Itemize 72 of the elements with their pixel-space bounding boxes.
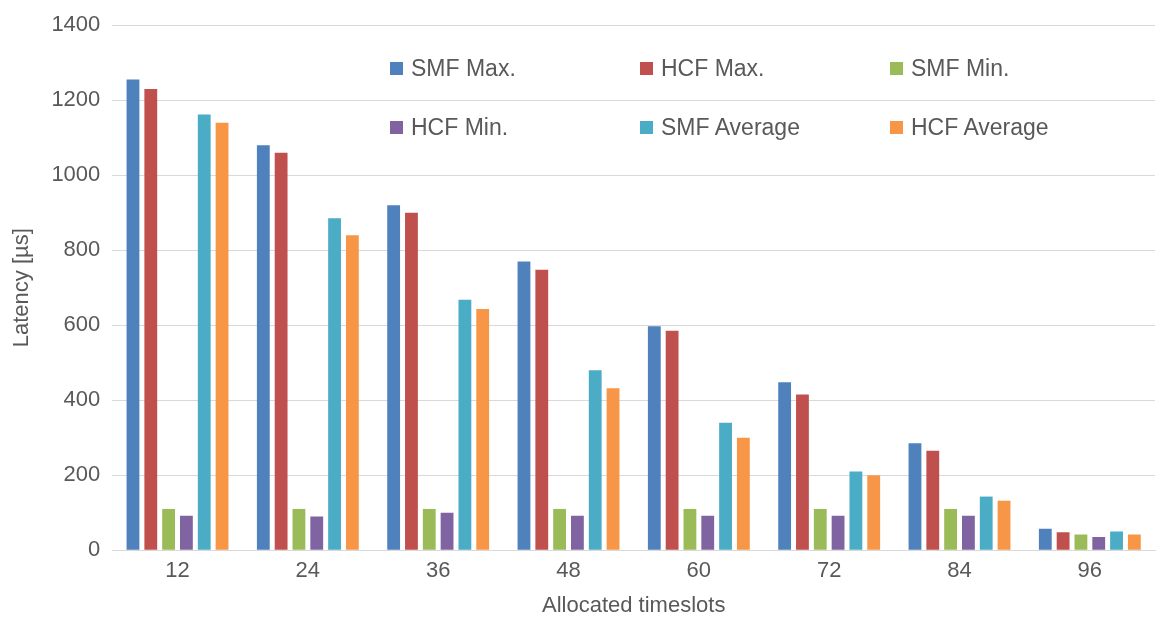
legend-label: SMF Min.	[910, 55, 1011, 82]
bar	[458, 299, 472, 550]
bar	[701, 515, 715, 550]
bar	[683, 508, 697, 550]
x-tick-label: 36	[425, 557, 451, 583]
bar	[292, 508, 306, 550]
bar	[328, 218, 341, 550]
bar	[867, 475, 881, 550]
bar	[274, 152, 288, 550]
y-tick-label: 0	[88, 536, 101, 562]
bar	[796, 394, 809, 550]
bar	[310, 516, 324, 550]
bar	[962, 515, 975, 550]
bar	[979, 496, 993, 550]
legend-label: SMF Average	[660, 114, 801, 141]
legend-label: HCF Average	[910, 114, 1050, 141]
bar	[197, 114, 211, 550]
bar	[831, 515, 845, 550]
bar	[387, 205, 401, 550]
bar	[997, 500, 1011, 550]
bar	[1038, 528, 1052, 550]
y-tick-label: 1400	[51, 11, 101, 37]
bar	[215, 122, 229, 550]
bar	[571, 515, 584, 550]
bar	[440, 512, 454, 550]
bar	[553, 508, 567, 550]
bar	[405, 212, 418, 550]
bar	[778, 382, 792, 550]
x-axis-title: Allocated timeslots	[541, 591, 726, 617]
y-axis-title: Latency [µs]	[8, 228, 34, 348]
bar	[535, 269, 549, 550]
bar	[944, 508, 958, 550]
x-tick-label: 60	[686, 557, 712, 583]
bar	[256, 145, 270, 550]
y-tick-label: 400	[63, 386, 101, 412]
bar	[908, 443, 922, 550]
bar	[647, 326, 661, 550]
bar	[162, 508, 176, 550]
legend-label: HCF Max.	[660, 55, 766, 82]
bar	[665, 330, 679, 550]
bar	[517, 261, 531, 550]
bar	[736, 437, 750, 550]
bar	[926, 450, 940, 550]
x-tick-label: 72	[816, 557, 842, 583]
bar	[144, 88, 158, 550]
y-tick-label: 1000	[51, 161, 101, 187]
x-tick-label: 12	[165, 557, 190, 583]
y-tick-label: 800	[63, 236, 101, 262]
bar	[1056, 532, 1070, 550]
bar	[422, 508, 436, 550]
bar	[126, 79, 140, 550]
legend-label: HCF Min.	[410, 114, 510, 141]
bar	[606, 388, 620, 550]
bar	[1127, 534, 1141, 550]
bar	[1110, 531, 1123, 550]
bar	[1074, 534, 1088, 550]
x-tick-label: 24	[295, 557, 321, 583]
y-tick-label: 200	[63, 461, 101, 487]
y-tick-label: 600	[63, 311, 101, 337]
x-tick-label: 96	[1077, 557, 1103, 583]
bar	[476, 309, 490, 550]
bar	[813, 508, 827, 550]
bar	[1092, 537, 1106, 550]
bar	[180, 515, 193, 550]
bar	[588, 370, 602, 550]
bar	[719, 422, 732, 550]
x-tick-label: 48	[556, 557, 581, 583]
bar	[849, 471, 863, 550]
legend-label: SMF Max.	[410, 55, 517, 82]
bar	[345, 235, 359, 550]
y-tick-label: 1200	[51, 86, 101, 112]
x-tick-label: 84	[947, 557, 972, 583]
